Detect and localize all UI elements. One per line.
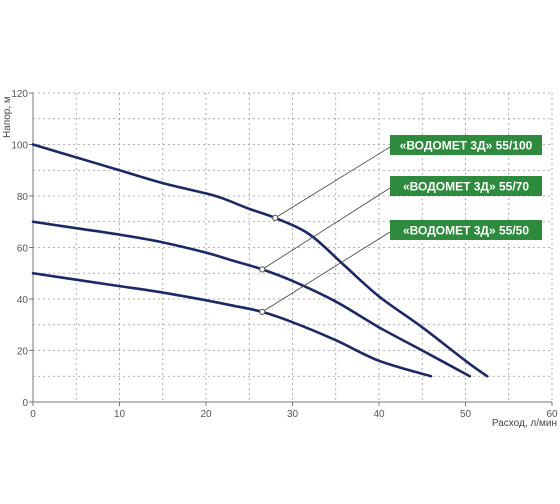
series-label: «ВОДОМЕТ 3Д» 55/100 [400,139,533,153]
series-marker [259,308,266,315]
series-lines [31,143,489,378]
y-axis-title: Напор, м [2,96,13,138]
x-tick-label: 50 [460,409,472,420]
leader-line [274,146,391,219]
axes: 0 10 20 30 40 50 60 0 20 40 60 80 100 120 [11,89,558,420]
y-tick-label: 80 [17,192,29,203]
x-tick-label: 20 [200,409,212,420]
x-tick-label: 0 [30,409,36,420]
x-tick-label: 10 [114,409,126,420]
series-label: «ВОДОМЕТ 3Д» 55/70 [403,180,529,194]
series-line [31,271,433,378]
y-tick-label: 0 [22,398,28,409]
x-axis-title: Расход, л/мин [492,418,557,429]
y-tick-label: 20 [17,347,29,358]
series-label-box [390,135,542,155]
series-line [31,220,472,378]
series-labels: «ВОДОМЕТ 3Д» 55/100 «ВОДОМЕТ 3Д» 55/70 «ВО… [259,135,542,315]
y-tick-label: 60 [17,244,29,255]
x-tick-label: 40 [373,409,385,420]
leader-line [262,231,391,313]
y-tick-label: 40 [17,295,29,306]
series-label-box [390,220,542,240]
series-label-box [390,176,542,196]
series-line [31,143,489,378]
x-tick-label: 60 [546,409,558,420]
series-marker [272,214,279,221]
y-tick-label: 100 [11,141,28,152]
x-tick-label: 30 [287,409,299,420]
series-label: «ВОДОМЕТ 3Д» 55/50 [403,224,529,238]
y-tick-label: 120 [11,89,28,100]
series-marker [259,266,266,273]
leader-line [262,187,391,270]
